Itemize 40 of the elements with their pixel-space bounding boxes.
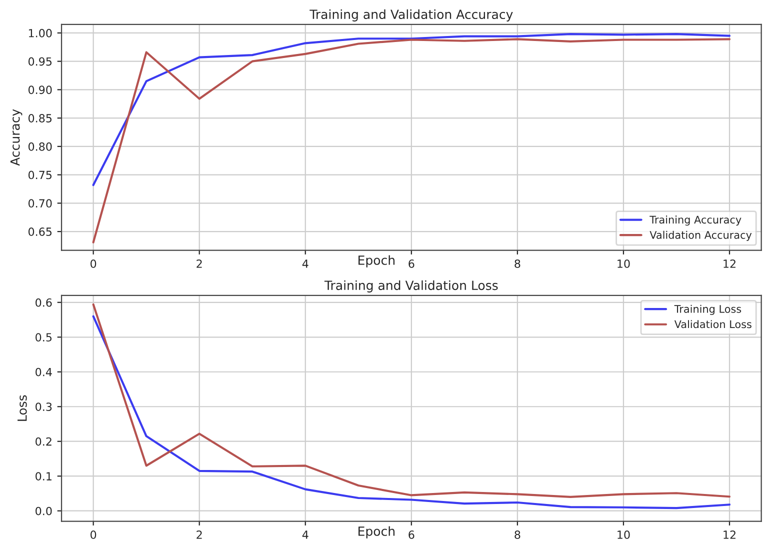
x-tick-label: 8	[514, 530, 520, 539]
x-tick-label: 6	[408, 530, 414, 539]
line-series	[92, 33, 731, 186]
y-tick-label: 0.85	[28, 114, 52, 122]
y-tick-label: 0.90	[28, 86, 52, 94]
x-tick-label: 0	[90, 530, 96, 539]
y-tick-label: 0.75	[28, 170, 52, 180]
x-tick-label: 10	[618, 530, 630, 539]
y-tick-label: 0.5	[36, 333, 52, 342]
y-tick-label: 0.1	[36, 472, 52, 480]
y-tick-label: 0.2	[36, 437, 52, 446]
x-tick-label: 2	[196, 260, 202, 268]
y-tick-label: 0.80	[28, 142, 52, 151]
x-tick-label: 8	[514, 260, 520, 268]
y-tick-label: 0.65	[28, 228, 52, 236]
y-tick-label: 0.95	[28, 57, 52, 66]
legend-label: Validation Loss	[674, 320, 752, 328]
x-tick-label: 12	[724, 530, 736, 539]
x-tick-label: 2	[196, 530, 202, 539]
y-tick-label: 0.0	[36, 506, 52, 516]
x-tick-label: 4	[302, 530, 308, 539]
y-tick-label: 0.3	[36, 402, 52, 412]
chart-title: Training and Validation Accuracy	[310, 9, 513, 22]
y-tick-label: 0.70	[28, 199, 52, 208]
y-axis-title: Loss	[18, 395, 27, 421]
y-axis-title: Accuracy	[10, 109, 22, 166]
x-axis-title: Epoch	[358, 526, 394, 538]
x-tick-label: 10	[618, 260, 630, 268]
legend-label: Training Accuracy	[650, 216, 742, 226]
legend-label: Training Loss	[674, 304, 742, 315]
x-tick-label: 6	[408, 260, 414, 268]
x-tick-label: 0	[90, 260, 96, 268]
y-tick-label: 0.6	[36, 298, 52, 307]
x-tick-label: 12	[724, 260, 736, 268]
y-tick-label: 1.00	[28, 28, 52, 38]
y-tick-label: 0.4	[36, 368, 52, 376]
x-axis-title: Epoch	[358, 255, 394, 268]
x-tick-label: 4	[302, 260, 308, 268]
legend-label: Validation Accuracy	[650, 230, 752, 241]
chart-title: Training and Validation Loss	[324, 280, 498, 292]
